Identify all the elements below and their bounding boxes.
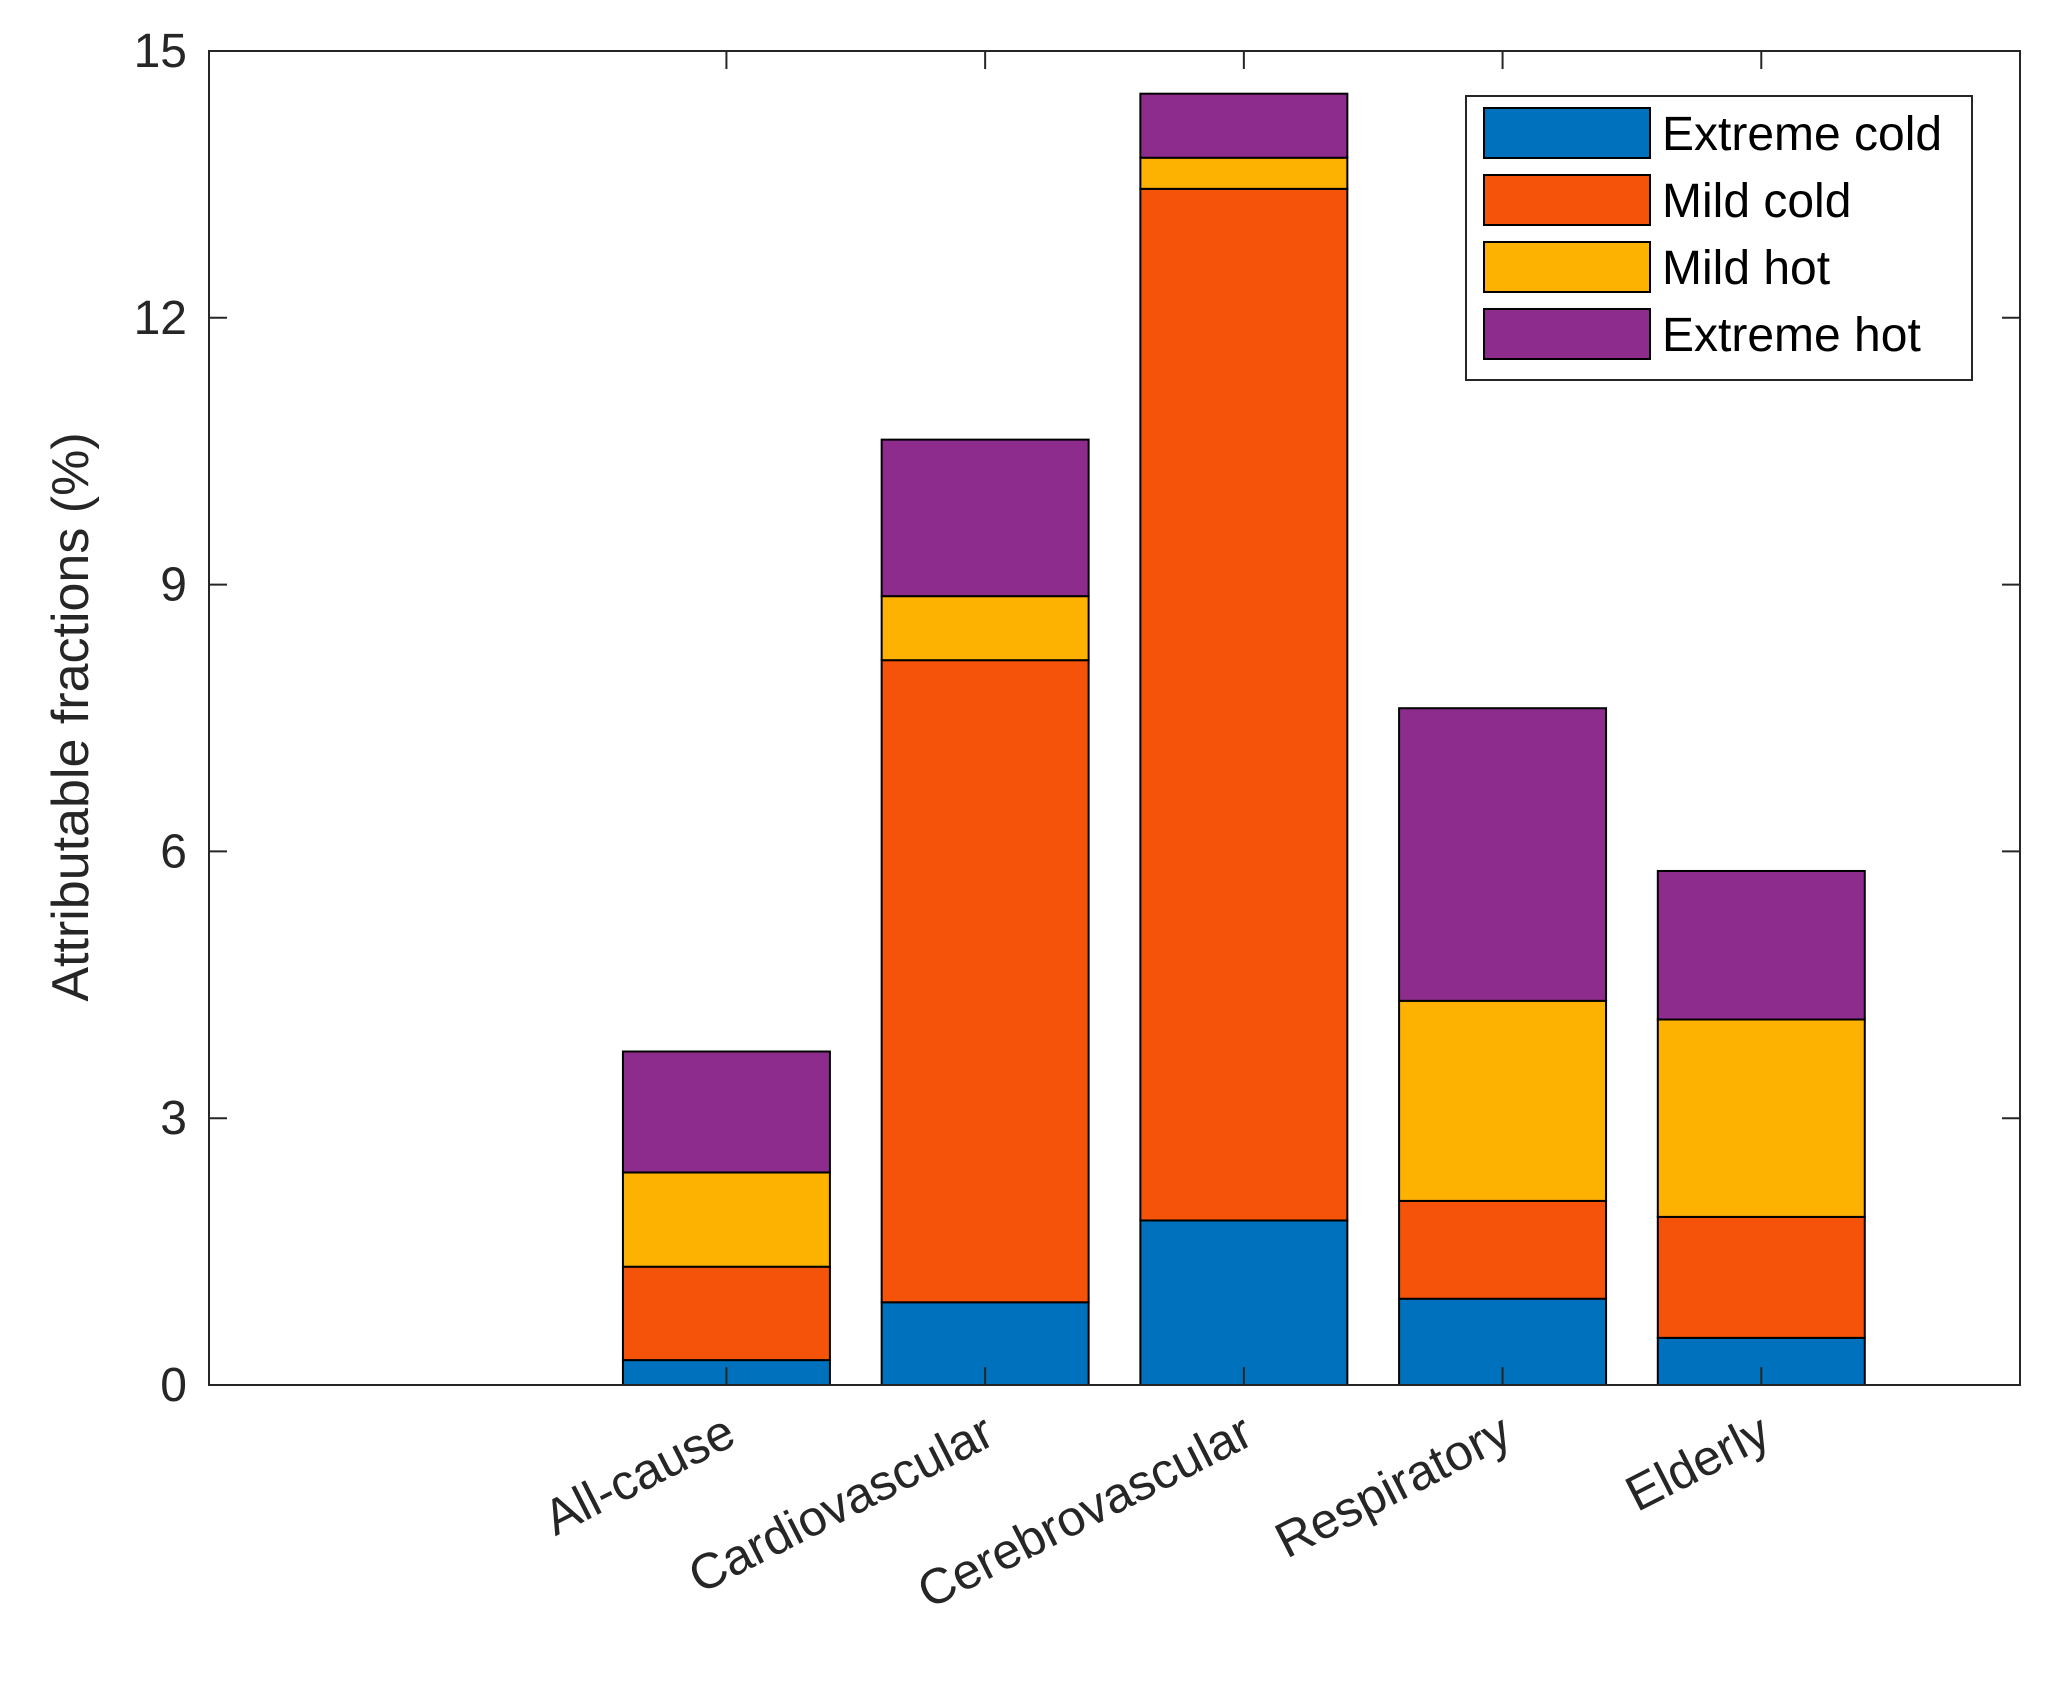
y-tick-label: 9 — [160, 559, 187, 612]
bars-layer — [621, 92, 1866, 1387]
bar-cerebrovascular-extreme-hot — [1139, 92, 1349, 159]
y-tick-label: 3 — [160, 1092, 187, 1145]
bar-elderly-extreme-hot — [1656, 869, 1866, 1021]
bar-elderly-mild-hot — [1656, 1018, 1866, 1218]
legend-label: Mild cold — [1662, 175, 1851, 228]
bar-respiratory-mild-cold — [1398, 1199, 1608, 1300]
bar-all-cause-extreme-hot — [621, 1050, 831, 1174]
y-tick-label: 6 — [160, 825, 187, 878]
y-tick-label: 12 — [134, 292, 187, 345]
legend-swatch-mild-hot — [1483, 241, 1651, 293]
legend-label: Extreme hot — [1662, 309, 1921, 362]
bar-cerebrovascular-extreme-cold — [1139, 1219, 1349, 1386]
legend-swatch-mild-cold — [1483, 174, 1651, 226]
legend-swatch-extreme-hot — [1483, 308, 1651, 360]
bar-elderly-mild-cold — [1656, 1215, 1866, 1339]
bar-respiratory-extreme-hot — [1398, 707, 1608, 1002]
legend-label: Mild hot — [1662, 242, 1830, 295]
bar-all-cause-mild-hot — [621, 1171, 831, 1268]
bar-respiratory-mild-hot — [1398, 999, 1608, 1202]
legend-label: Extreme cold — [1662, 108, 1942, 161]
y-axis-title: Attributable fractions (%) — [42, 432, 100, 1001]
y-tick-label: 0 — [160, 1359, 187, 1412]
bar-cardiovascular-mild-cold — [880, 659, 1090, 1304]
legend-swatch-extreme-cold — [1483, 107, 1651, 159]
bar-cardiovascular-mild-hot — [880, 595, 1090, 662]
bar-all-cause-mild-cold — [621, 1265, 831, 1362]
bar-cardiovascular-extreme-hot — [880, 438, 1090, 598]
bar-cerebrovascular-mild-cold — [1139, 187, 1349, 1222]
bar-cerebrovascular-mild-hot — [1139, 156, 1349, 190]
plot-frame — [208, 50, 2021, 1386]
y-tick-label: 15 — [134, 25, 187, 78]
legend: Extreme cold Mild cold Mild hot Extreme hot — [1465, 95, 1973, 381]
